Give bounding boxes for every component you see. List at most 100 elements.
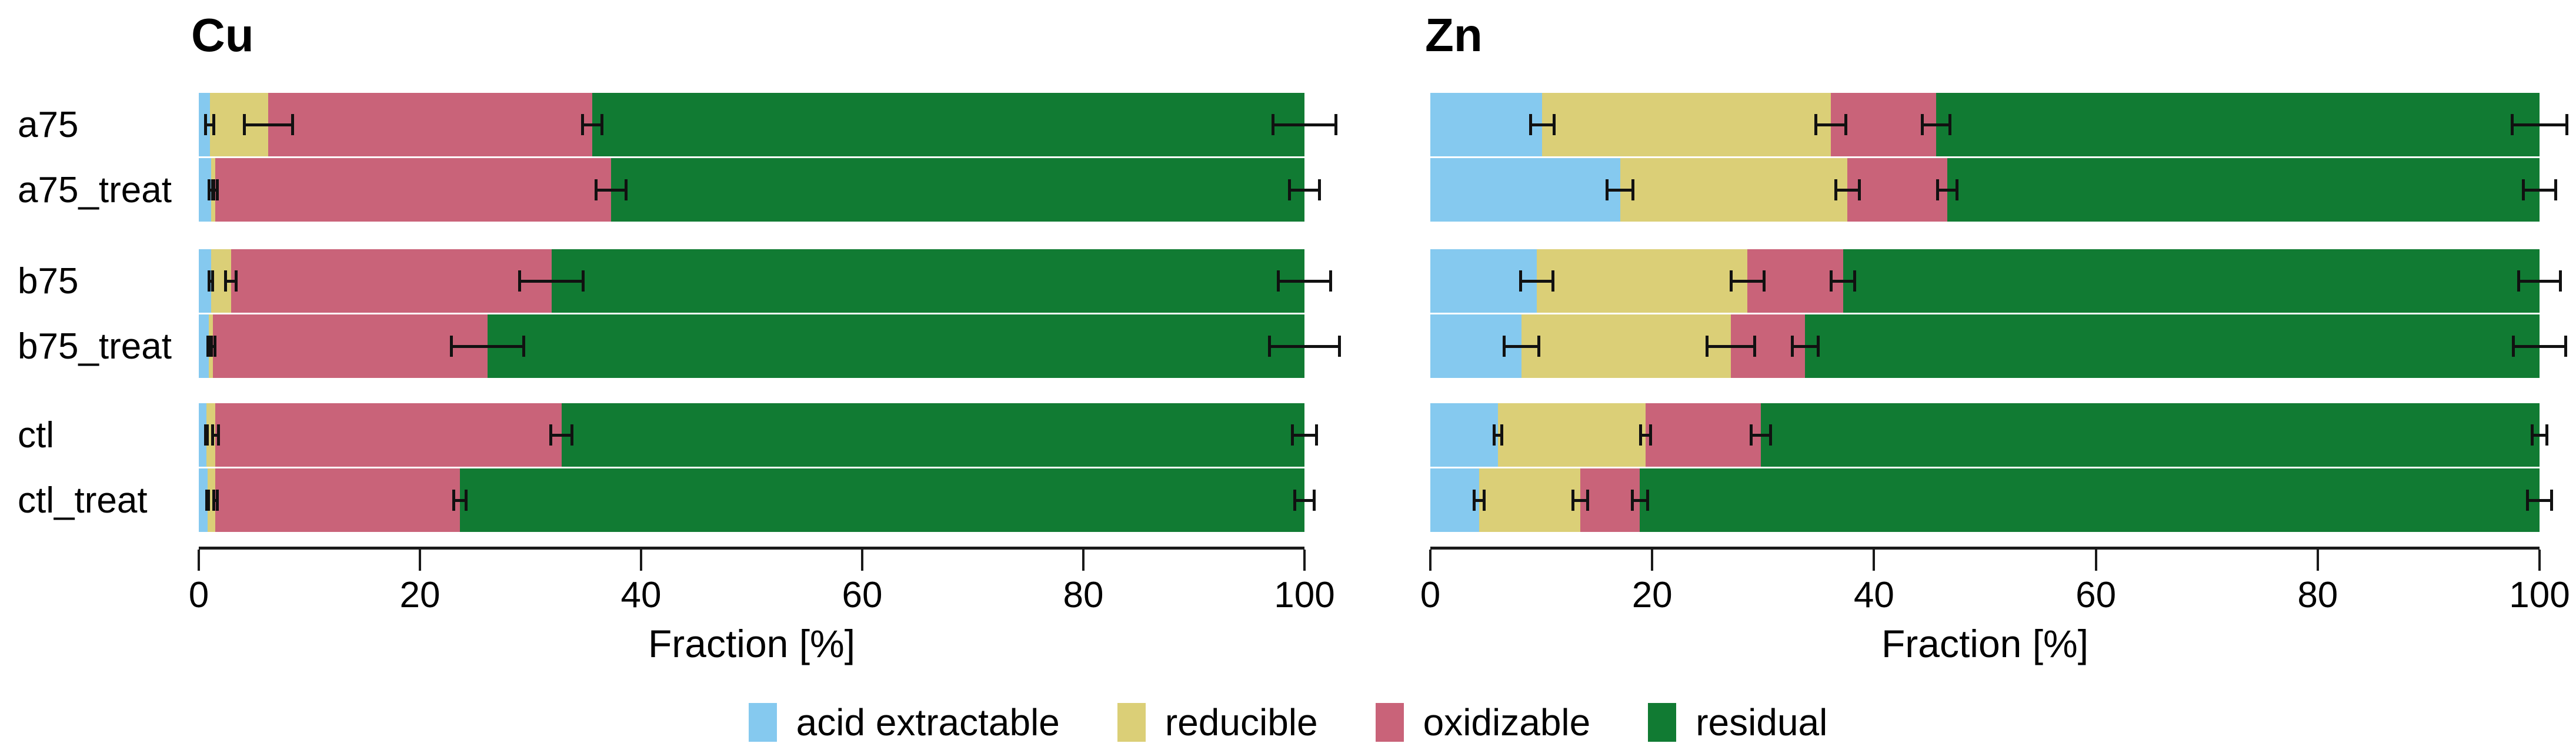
error-bar-line — [208, 188, 215, 192]
error-bar-cap-right — [1551, 270, 1555, 292]
x-tick — [1303, 550, 1306, 571]
error-bar-oxidizable — [1750, 424, 1772, 446]
bar-segment-residual — [1947, 158, 2540, 222]
error-bar-oxidizable — [1790, 336, 1820, 357]
bar-segment-oxidizable — [1645, 403, 1761, 467]
error-bar-line — [2530, 433, 2549, 437]
bar-segment-residual — [1640, 468, 2540, 532]
error-bar-line — [1705, 344, 1757, 348]
y-label-ctl_treat: ctl_treat — [18, 480, 148, 521]
error-bar-line — [1730, 279, 1766, 283]
error-bar-cap-right — [2565, 114, 2569, 135]
error-bar-line — [2510, 123, 2569, 126]
error-bar-cap-right — [1334, 114, 1338, 135]
error-bar-line — [1519, 279, 1555, 283]
error-bar-cap-right — [1769, 424, 1772, 446]
error-bar-line — [449, 344, 525, 348]
error-bar-cap-right — [1646, 490, 1649, 511]
bar-segment-reducible — [1521, 314, 1731, 378]
error-bar-cap-right — [2550, 490, 2553, 511]
zn-chart-title: Zn — [1425, 9, 1483, 61]
bar-segment-oxidizable — [268, 93, 593, 156]
error-bar-cap-right — [1553, 114, 1556, 135]
error-bar-cap-right — [464, 490, 468, 511]
x-tick-label: 60 — [2076, 575, 2117, 615]
residual-swatch — [1648, 703, 1677, 742]
bar-segment-residual — [459, 468, 1304, 532]
error-bar-cap-right — [1500, 424, 1504, 446]
error-bar-cap-right — [1318, 179, 1322, 200]
error-bar-line — [1291, 433, 1318, 437]
error-bar-reducible — [1705, 336, 1757, 357]
error-bar-line — [1631, 498, 1649, 502]
error-bar-line — [1750, 433, 1772, 437]
error-bar-residual — [2517, 270, 2562, 292]
error-bar-cap-right — [216, 424, 220, 446]
error-bar-acid — [1492, 424, 1504, 446]
error-bar-line — [1920, 123, 1952, 126]
bar-segment-acid — [1430, 249, 1537, 313]
error-bar-line — [1834, 188, 1861, 192]
error-bar-line — [1814, 123, 1848, 126]
error-bar-line — [209, 344, 217, 348]
legend: acid extractable reducible oxidizable resid… — [0, 703, 2576, 742]
error-bar-cap-right — [211, 270, 215, 292]
bar-segment-oxidizable — [1847, 158, 1947, 222]
error-bar-acid — [1529, 114, 1556, 135]
x-tick — [861, 550, 863, 571]
bar-segment-acid — [1430, 468, 1479, 532]
y-label-b75: b75 — [18, 260, 79, 302]
error-bar-cap-right — [1762, 270, 1766, 292]
cu-x-axis-title: Fraction [%] — [648, 622, 856, 665]
bar-segment-reducible — [1498, 403, 1646, 467]
error-bar-line — [204, 123, 216, 126]
error-bar-line — [518, 279, 585, 283]
error-bar-residual — [1277, 270, 1332, 292]
error-bar-residual — [1267, 336, 1342, 357]
error-bar-line — [1271, 123, 1338, 126]
error-bar-line — [1293, 498, 1316, 502]
error-bar-oxidizable — [549, 424, 574, 446]
bar-segment-residual — [561, 403, 1304, 467]
error-bar-residual — [1271, 114, 1338, 135]
bar-segment-oxidizable — [1830, 93, 1936, 156]
bar-segment-residual — [1761, 403, 2540, 467]
error-bar-residual — [2511, 336, 2568, 357]
error-bar-line — [1639, 433, 1653, 437]
cu-chart-title: Cu — [191, 9, 254, 61]
x-tick-label: 100 — [2509, 575, 2570, 615]
error-bar-cap-right — [212, 114, 216, 135]
error-bar-cap-right — [1857, 179, 1861, 200]
error-bar-oxidizable — [581, 114, 604, 135]
x-tick — [1651, 550, 1654, 571]
error-bar-cap-right — [1338, 336, 1342, 357]
error-bar-line — [1571, 498, 1589, 502]
error-bar-line — [549, 433, 574, 437]
error-bar-reducible — [212, 179, 219, 200]
legend-item-residual: residual — [1648, 703, 1827, 742]
error-bar-line — [2511, 344, 2568, 348]
error-bar-cap-right — [582, 270, 585, 292]
bar-segment-residual — [611, 158, 1304, 222]
x-tick — [2094, 550, 2097, 571]
bar-segment-reducible — [1620, 158, 1848, 222]
x-tick-label: 40 — [620, 575, 662, 615]
legend-item-acid: acid extractable — [748, 703, 1060, 742]
error-bar-cap-right — [1586, 490, 1589, 511]
error-bar-cap-right — [1955, 179, 1958, 200]
bar-segment-residual — [551, 249, 1304, 313]
error-bar-cap-right — [1948, 114, 1952, 135]
error-bar-line — [212, 188, 219, 192]
error-bar-residual — [2530, 424, 2549, 446]
error-bar-cap-right — [2564, 336, 2568, 357]
error-bar-reducible — [1834, 179, 1861, 200]
bar-segment-residual — [1843, 249, 2540, 313]
x-tick-label: 0 — [188, 575, 209, 615]
error-bar-cap-right — [1844, 114, 1848, 135]
error-bar-line — [2526, 498, 2553, 502]
x-tick-label: 80 — [2297, 575, 2338, 615]
error-bar-cap-right — [206, 424, 209, 446]
bar-segment-reducible — [1542, 93, 1831, 156]
error-bar-line — [2517, 279, 2562, 283]
bar-segment-oxidizable — [215, 403, 562, 467]
